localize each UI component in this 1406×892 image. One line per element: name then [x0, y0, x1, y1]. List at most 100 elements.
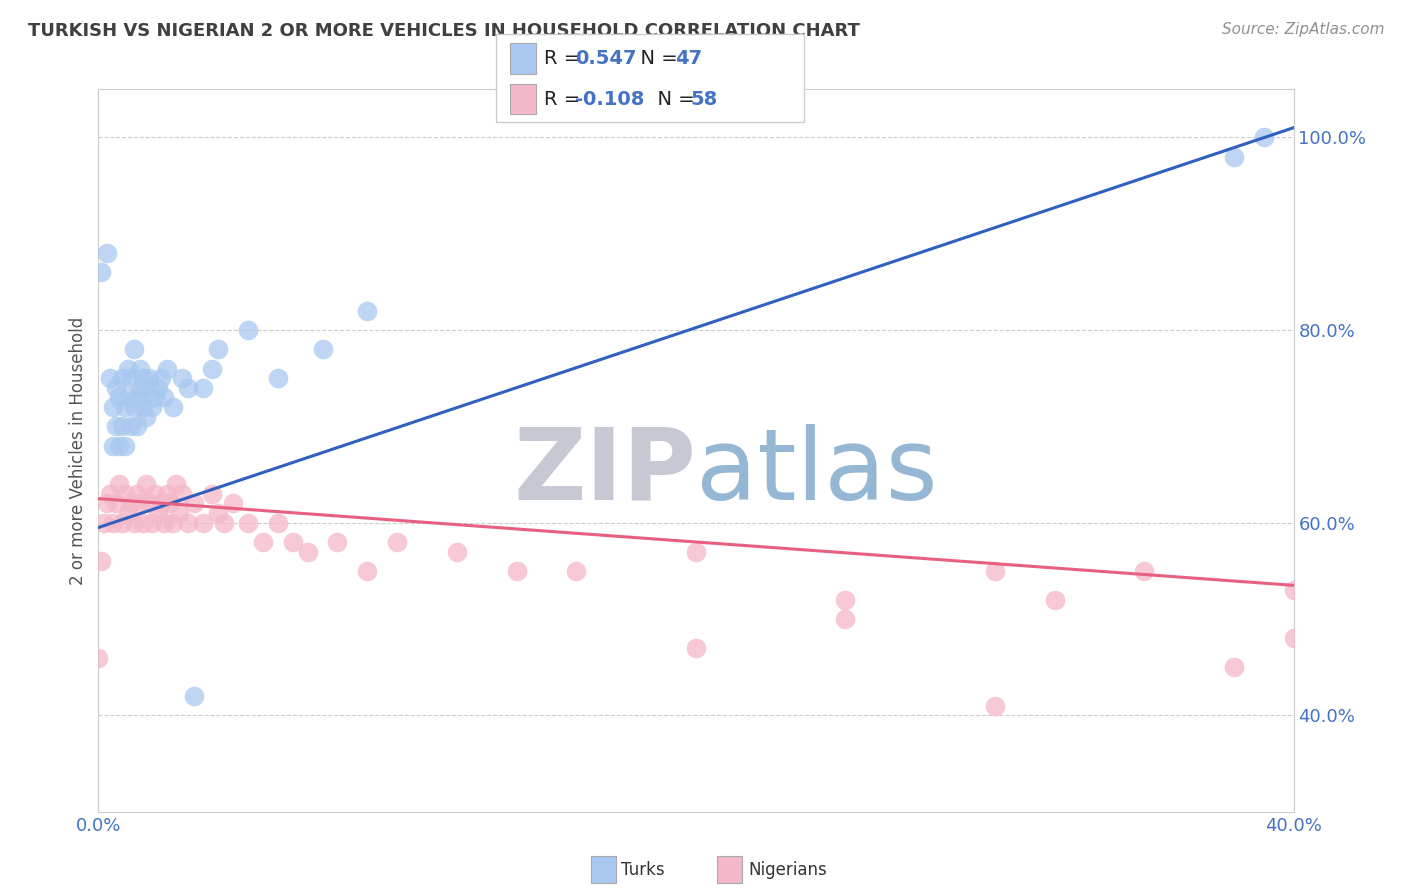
- Point: [129, 496, 152, 510]
- Point: [127, 419, 149, 434]
- Point: [356, 303, 378, 318]
- Text: R =: R =: [544, 49, 586, 68]
- Point: [207, 343, 229, 357]
- Text: atlas: atlas: [696, 424, 938, 521]
- Point: [103, 516, 125, 530]
- Text: N =: N =: [645, 90, 702, 109]
- Point: [565, 564, 588, 578]
- Point: [150, 371, 173, 385]
- Point: [212, 516, 235, 530]
- Point: [1223, 150, 1246, 164]
- Point: [143, 487, 166, 501]
- Point: [111, 419, 134, 434]
- Text: -0.108: -0.108: [575, 90, 644, 109]
- Point: [93, 516, 115, 530]
- Text: R =: R =: [544, 90, 586, 109]
- Point: [281, 535, 304, 549]
- Point: [356, 564, 378, 578]
- Point: [120, 371, 142, 385]
- Point: [685, 544, 707, 558]
- Point: [108, 391, 131, 405]
- Point: [96, 496, 118, 510]
- Point: [90, 265, 112, 279]
- Point: [1043, 592, 1066, 607]
- Point: [191, 516, 214, 530]
- Point: [135, 409, 157, 424]
- Point: [311, 343, 333, 357]
- Point: [984, 698, 1007, 713]
- Text: Nigerians: Nigerians: [748, 861, 827, 879]
- Point: [172, 487, 194, 501]
- Point: [138, 371, 160, 385]
- Point: [1282, 632, 1305, 646]
- Point: [117, 506, 139, 520]
- Point: [127, 487, 149, 501]
- Point: [236, 323, 259, 337]
- Point: [127, 391, 149, 405]
- Point: [162, 516, 184, 530]
- Point: [141, 516, 163, 530]
- Point: [132, 516, 155, 530]
- Point: [252, 535, 274, 549]
- Point: [103, 400, 125, 414]
- Point: [326, 535, 349, 549]
- Point: [114, 487, 136, 501]
- Point: [103, 439, 125, 453]
- Point: [105, 381, 128, 395]
- Point: [150, 496, 173, 510]
- Point: [1133, 564, 1156, 578]
- Point: [90, 554, 112, 568]
- Point: [148, 381, 170, 395]
- Point: [135, 381, 157, 395]
- Point: [834, 592, 856, 607]
- Point: [385, 535, 409, 549]
- Point: [87, 650, 110, 665]
- Point: [129, 381, 152, 395]
- Point: [98, 487, 122, 501]
- Point: [135, 477, 157, 491]
- Point: [153, 391, 176, 405]
- Text: 47: 47: [675, 49, 702, 68]
- Point: [167, 506, 190, 520]
- Point: [1253, 130, 1275, 145]
- Point: [685, 640, 707, 655]
- Point: [222, 496, 245, 510]
- Point: [117, 391, 139, 405]
- Point: [1223, 660, 1246, 674]
- Point: [201, 361, 224, 376]
- Y-axis label: 2 or more Vehicles in Household: 2 or more Vehicles in Household: [69, 317, 87, 584]
- Point: [191, 381, 214, 395]
- Point: [159, 496, 181, 510]
- Point: [183, 496, 205, 510]
- Text: N =: N =: [628, 49, 685, 68]
- Point: [108, 477, 131, 491]
- Point: [129, 361, 152, 376]
- Point: [446, 544, 468, 558]
- Point: [1282, 583, 1305, 598]
- Point: [201, 487, 224, 501]
- Point: [236, 516, 259, 530]
- Text: 0.547: 0.547: [575, 49, 637, 68]
- Point: [267, 371, 290, 385]
- Point: [132, 371, 155, 385]
- Point: [124, 516, 146, 530]
- Text: ZIP: ZIP: [513, 424, 696, 521]
- Point: [105, 419, 128, 434]
- Point: [120, 419, 142, 434]
- Text: Source: ZipAtlas.com: Source: ZipAtlas.com: [1222, 22, 1385, 37]
- Point: [984, 564, 1007, 578]
- Point: [98, 371, 122, 385]
- Point: [153, 516, 176, 530]
- Point: [114, 439, 136, 453]
- Point: [132, 400, 155, 414]
- Point: [156, 487, 179, 501]
- Point: [111, 371, 134, 385]
- Point: [108, 439, 131, 453]
- Point: [834, 612, 856, 626]
- Point: [124, 400, 146, 414]
- Point: [148, 506, 170, 520]
- Point: [506, 564, 529, 578]
- Point: [183, 689, 205, 703]
- Point: [207, 506, 229, 520]
- Point: [156, 361, 179, 376]
